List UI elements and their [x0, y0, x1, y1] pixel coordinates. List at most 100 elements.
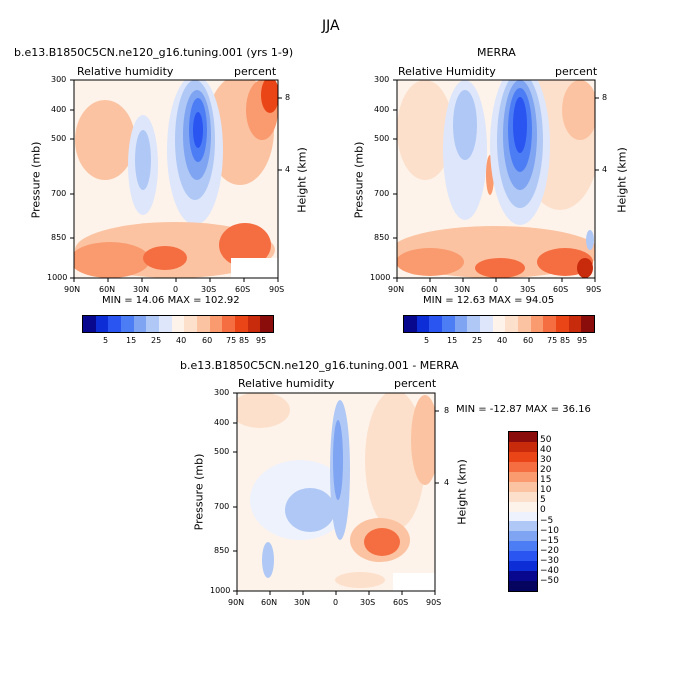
contour-region [443, 80, 487, 220]
x-tick-label: 60N [261, 598, 278, 607]
colorbar-label: 75 [226, 336, 237, 345]
colorbar-label: −30 [540, 555, 559, 566]
x-tick-label: 30S [520, 285, 536, 294]
colorbar-label: 0 [540, 505, 546, 516]
colorbar-label: −5 [540, 515, 554, 526]
colorbar-label: 75 [547, 336, 558, 345]
colorbar-swatch [581, 316, 595, 332]
colorbar-label: 25 [151, 336, 162, 345]
colorbar-swatch [247, 316, 261, 332]
y-tick-label: 400 [374, 105, 390, 114]
contour-region [246, 80, 278, 140]
x-tick-label: 30N [294, 598, 311, 607]
plot-frame [396, 79, 596, 279]
contour-region [250, 460, 350, 540]
y-tick-label: 300 [374, 75, 390, 84]
colorbar-label: 50 [540, 435, 552, 445]
contour-region [508, 88, 532, 172]
colorbar-swatch [467, 316, 481, 332]
panel-difference-ticks [233, 392, 439, 595]
contour-region [206, 80, 274, 185]
y-axis-label: Pressure (mb) [29, 141, 43, 219]
colorbar-label: 5 [103, 336, 109, 345]
panel-merra-ticks [393, 79, 599, 282]
x-tick-label: 30S [360, 598, 376, 607]
contour-region [193, 112, 203, 148]
colorbar-swatch [222, 316, 236, 332]
contour-region [143, 246, 187, 270]
colorbar-label: 20 [540, 465, 552, 476]
contour-region [513, 97, 527, 153]
colorbar-label: 25 [472, 336, 483, 345]
colorbar-label: 5 [540, 495, 546, 506]
colorbar-swatch [209, 316, 223, 332]
y-tick-label: 700 [374, 189, 390, 198]
colorbar-swatch [518, 316, 531, 332]
x-tick-label: 30S [201, 285, 217, 294]
contour-region [237, 393, 290, 428]
colorbar-swatch [492, 316, 506, 332]
y-tick-label: 1000 [210, 586, 231, 595]
y-tick-label: 300 [214, 388, 230, 397]
colorbar-swatch [509, 531, 537, 542]
panel-difference-title: b.e13.B1850C5CN.ne120_g16.tuning.001 - M… [180, 359, 459, 372]
contour-region [219, 223, 271, 267]
contour-region [167, 80, 223, 225]
panel-merra-title: MERRA [477, 46, 516, 59]
colorbar-label: 95 [577, 336, 588, 345]
colorbar-label: −50 [540, 575, 559, 586]
colorbar-label: 40 [497, 336, 508, 345]
contour-region [397, 80, 453, 180]
contour-region [562, 80, 595, 140]
x-tick-label: 60S [553, 285, 569, 294]
x-tick-label: 60S [393, 598, 409, 607]
colorbar-label: 40 [176, 336, 187, 345]
x-tick-label: 90N [228, 598, 245, 607]
colorbar-label: −15 [540, 535, 559, 546]
colorbar-label: 5 [424, 336, 430, 345]
y2-tick-label: 8 [285, 93, 291, 102]
colorbar-labels: 50 40 30 20 15 10 5 0 −5 −10 −15 −20 −30… [540, 436, 580, 586]
colorbar-swatch [480, 316, 493, 332]
y2-tick-label: 4 [285, 165, 291, 174]
contour-region [350, 518, 410, 562]
contour-region [364, 528, 400, 556]
x-tick-label: 0 [493, 285, 499, 294]
colorbar-swatch [108, 316, 122, 332]
colorbar-swatch [83, 316, 96, 332]
colorbar [403, 315, 595, 333]
plot-frame [236, 392, 436, 592]
contour-region [453, 90, 477, 160]
colorbar-swatch [568, 316, 582, 332]
x-tick-label: 60N [421, 285, 438, 294]
contour-region [135, 130, 151, 190]
contour-region [537, 248, 593, 276]
colorbar-swatch [454, 316, 468, 332]
colorbar-swatch [159, 316, 172, 332]
colorbar-swatch [429, 316, 443, 332]
colorbar-swatch [260, 316, 274, 332]
plot-background [74, 80, 278, 278]
y-tick-label: 700 [214, 502, 230, 511]
y2-tick-label: 8 [444, 406, 450, 415]
x-tick-label: 90S [426, 598, 442, 607]
colorbar-label: 95 [256, 336, 267, 345]
colorbar-swatch [235, 316, 248, 332]
page-title: JJA [322, 18, 340, 34]
contour-region [365, 393, 425, 530]
colorbar-swatch [509, 441, 537, 452]
x-tick-label: 90N [388, 285, 405, 294]
y-axis-label: Pressure (mb) [192, 453, 206, 531]
colorbar-label: 10 [540, 485, 552, 496]
contour-region [520, 80, 595, 210]
contour-region [503, 80, 537, 190]
colorbar-label: 85 [239, 336, 250, 345]
y-tick-label: 300 [51, 75, 67, 84]
contour-region [262, 542, 274, 578]
colorbar [82, 315, 274, 333]
colorbar-swatch [442, 316, 455, 332]
contour-region [330, 400, 350, 540]
x-tick-label: 90N [64, 285, 81, 294]
colorbar-swatch [509, 571, 537, 582]
colorbar-swatch [509, 491, 537, 502]
